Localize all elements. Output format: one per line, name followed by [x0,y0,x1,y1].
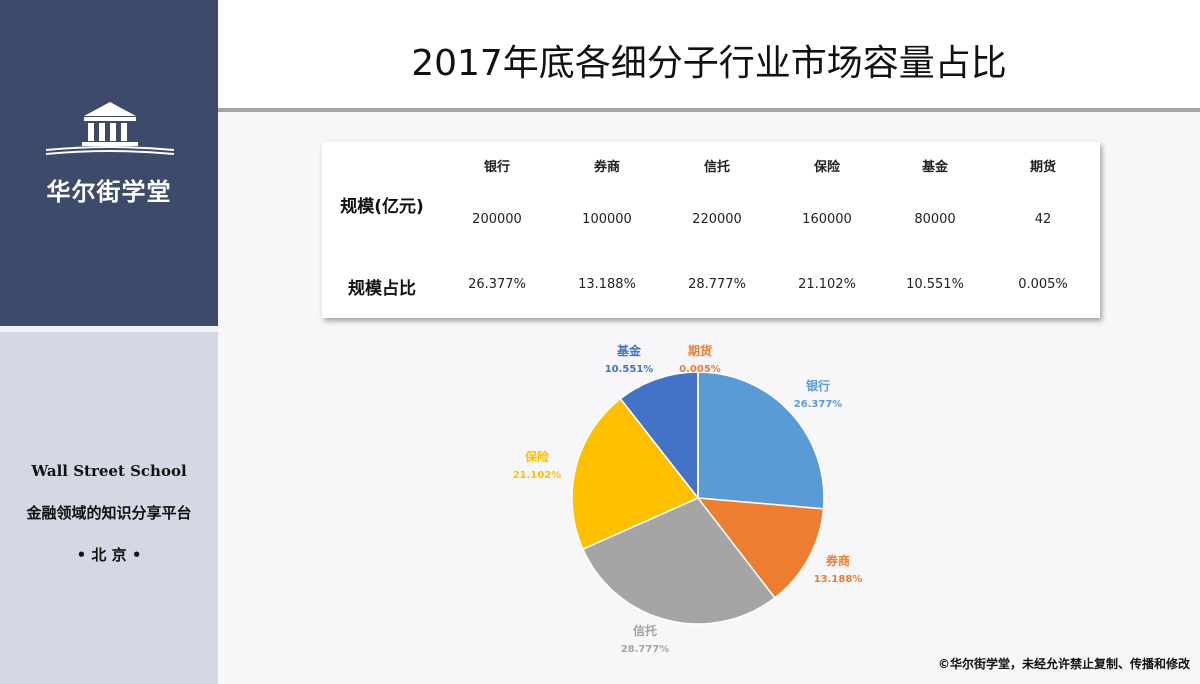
brand-panel: 华尔街学堂 [0,0,218,326]
pie-slice-1 [697,371,825,510]
table-cell: 100000 [582,212,632,227]
table-header-cell: 期货 [1029,160,1056,175]
table-header-cell: 券商 [593,160,620,175]
pie-slice-5 [619,371,699,501]
data-table: 银行 券商 信托 保险 基金 期货 规模(亿元) 200000 100000 2… [322,142,1100,318]
table-header-cell: 保险 [813,160,840,175]
slice-category-label: 信托 [633,623,657,638]
pie-slices [571,371,825,625]
page-title: 2017年底各细分子行业市场容量占比 [411,43,1007,84]
table-cell: 13.188% [578,277,636,292]
pie-slice-4 [571,397,700,551]
table-row-label: 规模(亿元) [340,197,424,217]
table-cell: 42 [1034,212,1052,227]
slice-percent-label: 10.551% [605,364,654,375]
info-panel: Wall Street School 金融领域的知识分享平台 • 北 京 • [0,332,218,684]
copyright-footer: ©华尔街学堂，未经允许禁止复制、传播和修改 [937,657,1190,671]
table-header-cell: 信托 [703,160,730,175]
city-label: • 北 京 • [76,546,142,564]
platform-tagline: 金融领域的知识分享平台 [26,504,192,522]
table-cell: 160000 [802,212,852,227]
slice-percent-label: 26.377% [794,399,843,410]
title-area: 2017年底各细分子行业市场容量占比 [218,0,1200,110]
table-cell: 80000 [914,212,956,227]
school-name: Wall Street School [31,462,187,480]
slice-category-label: 保险 [524,449,550,464]
table-header-cell: 银行 [483,160,510,175]
table-cell: 21.102% [798,277,856,292]
slice-category-label: 期货 [688,343,712,358]
sidebar-divider [0,326,218,332]
table-header-cell: 基金 [921,160,948,175]
table-cell: 26.377% [468,277,526,292]
slice-category-label: 基金 [616,343,642,358]
title-divider [218,108,1200,112]
slice-percent-label: 0.005% [679,364,721,375]
pie-slice-3 [581,497,776,625]
pie-chart: 银行 26.377% 券商 13.188% 信托 28.777% 保险 21.102% 基金 10… [513,343,863,655]
sidebar: 华尔街学堂 Wall Street School 金融领域的知识分享平台 • 北… [0,0,218,684]
table-cell: 10.551% [906,277,964,292]
building-logo-icon [45,102,175,155]
table-cell: 0.005% [1018,277,1068,292]
table-row-label: 规模占比 [348,279,416,299]
table-cell: 200000 [472,212,522,227]
slice-percent-label: 13.188% [814,574,863,585]
slice-percent-label: 28.777% [621,644,670,655]
pie-slice-2 [696,497,825,599]
slice-category-label: 银行 [806,378,830,393]
table-cell: 220000 [692,212,742,227]
table-cell: 28.777% [688,277,746,292]
brand-name: 华尔街学堂 [46,178,172,206]
slice-percent-label: 21.102% [513,470,562,481]
slice-category-label: 券商 [825,553,850,568]
